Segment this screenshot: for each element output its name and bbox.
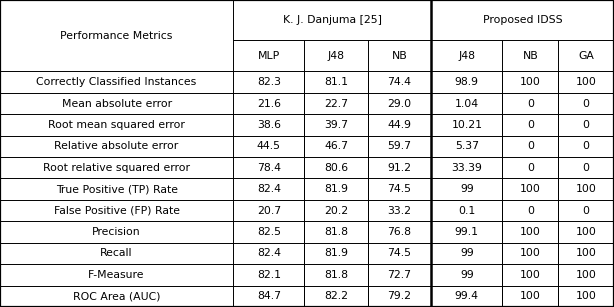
Text: 46.7: 46.7 <box>324 141 348 151</box>
Text: Performance Metrics: Performance Metrics <box>60 31 173 41</box>
Text: Root relative squared error: Root relative squared error <box>43 163 190 173</box>
Text: 100: 100 <box>520 227 541 237</box>
Text: 74.4: 74.4 <box>387 77 411 87</box>
Text: 100: 100 <box>520 291 541 301</box>
Text: Recall: Recall <box>100 248 133 258</box>
Text: 82.5: 82.5 <box>257 227 281 237</box>
Text: False Positive (FP) Rate: False Positive (FP) Rate <box>53 206 180 216</box>
Text: 78.4: 78.4 <box>257 163 281 173</box>
Text: 72.7: 72.7 <box>387 270 411 280</box>
Text: 0: 0 <box>527 120 534 130</box>
Text: 80.6: 80.6 <box>324 163 348 173</box>
Text: 22.7: 22.7 <box>324 99 348 108</box>
Text: 100: 100 <box>520 184 541 194</box>
Text: 99: 99 <box>460 270 473 280</box>
Text: ROC Area (AUC): ROC Area (AUC) <box>73 291 160 301</box>
Text: 100: 100 <box>576 248 597 258</box>
Text: 1.04: 1.04 <box>455 99 479 108</box>
Text: 33.2: 33.2 <box>387 206 411 216</box>
Text: 82.3: 82.3 <box>257 77 281 87</box>
Text: 38.6: 38.6 <box>257 120 281 130</box>
Text: 91.2: 91.2 <box>387 163 411 173</box>
Text: 81.8: 81.8 <box>324 227 348 237</box>
Text: 79.2: 79.2 <box>387 291 411 301</box>
Text: 82.4: 82.4 <box>257 184 281 194</box>
Text: J48: J48 <box>458 51 475 61</box>
Text: K. J. Danjuma [25]: K. J. Danjuma [25] <box>282 15 382 25</box>
Text: 84.7: 84.7 <box>257 291 281 301</box>
Text: 0: 0 <box>527 141 534 151</box>
Text: 59.7: 59.7 <box>387 141 411 151</box>
Text: GA: GA <box>578 51 594 61</box>
Text: 82.4: 82.4 <box>257 248 281 258</box>
Text: 0: 0 <box>583 163 589 173</box>
Text: 98.9: 98.9 <box>455 77 479 87</box>
Text: 100: 100 <box>520 270 541 280</box>
Text: 99: 99 <box>460 248 473 258</box>
Text: 44.5: 44.5 <box>257 141 281 151</box>
Text: NB: NB <box>392 51 408 61</box>
Text: 100: 100 <box>520 77 541 87</box>
Text: 81.8: 81.8 <box>324 270 348 280</box>
Text: 100: 100 <box>576 291 597 301</box>
Text: 100: 100 <box>576 270 597 280</box>
Text: 81.1: 81.1 <box>324 77 348 87</box>
Text: NB: NB <box>523 51 538 61</box>
Text: 0: 0 <box>583 120 589 130</box>
Text: 100: 100 <box>576 77 597 87</box>
Text: 99.4: 99.4 <box>455 291 479 301</box>
Text: 33.39: 33.39 <box>451 163 482 173</box>
Text: 0: 0 <box>527 163 534 173</box>
Text: F-Measure: F-Measure <box>88 270 145 280</box>
Text: 100: 100 <box>520 248 541 258</box>
Text: MLP: MLP <box>258 51 280 61</box>
Text: 100: 100 <box>576 227 597 237</box>
Text: Correctly Classified Instances: Correctly Classified Instances <box>36 77 196 87</box>
Text: 21.6: 21.6 <box>257 99 281 108</box>
Text: 76.8: 76.8 <box>387 227 411 237</box>
Text: 39.7: 39.7 <box>324 120 348 130</box>
Text: Proposed IDSS: Proposed IDSS <box>483 15 562 25</box>
Text: 0: 0 <box>583 206 589 216</box>
Text: J48: J48 <box>327 51 344 61</box>
Text: 20.7: 20.7 <box>257 206 281 216</box>
Text: 82.1: 82.1 <box>257 270 281 280</box>
Text: Root mean squared error: Root mean squared error <box>48 120 185 130</box>
Text: 74.5: 74.5 <box>387 248 411 258</box>
Text: 82.2: 82.2 <box>324 291 348 301</box>
Text: 99.1: 99.1 <box>455 227 479 237</box>
Text: 0.1: 0.1 <box>458 206 475 216</box>
Text: 74.5: 74.5 <box>387 184 411 194</box>
Text: Mean absolute error: Mean absolute error <box>61 99 172 108</box>
Text: 0: 0 <box>583 141 589 151</box>
Text: 0: 0 <box>527 206 534 216</box>
Text: Relative absolute error: Relative absolute error <box>55 141 179 151</box>
Text: Precision: Precision <box>92 227 141 237</box>
Text: 29.0: 29.0 <box>387 99 411 108</box>
Text: 100: 100 <box>576 184 597 194</box>
Text: 44.9: 44.9 <box>387 120 411 130</box>
Text: 81.9: 81.9 <box>324 184 348 194</box>
Text: 99: 99 <box>460 184 473 194</box>
Text: 10.21: 10.21 <box>451 120 483 130</box>
Text: 0: 0 <box>527 99 534 108</box>
Text: 81.9: 81.9 <box>324 248 348 258</box>
Text: 20.2: 20.2 <box>324 206 348 216</box>
Text: 0: 0 <box>583 99 589 108</box>
Text: 5.37: 5.37 <box>455 141 479 151</box>
Text: True Positive (TP) Rate: True Positive (TP) Rate <box>56 184 177 194</box>
